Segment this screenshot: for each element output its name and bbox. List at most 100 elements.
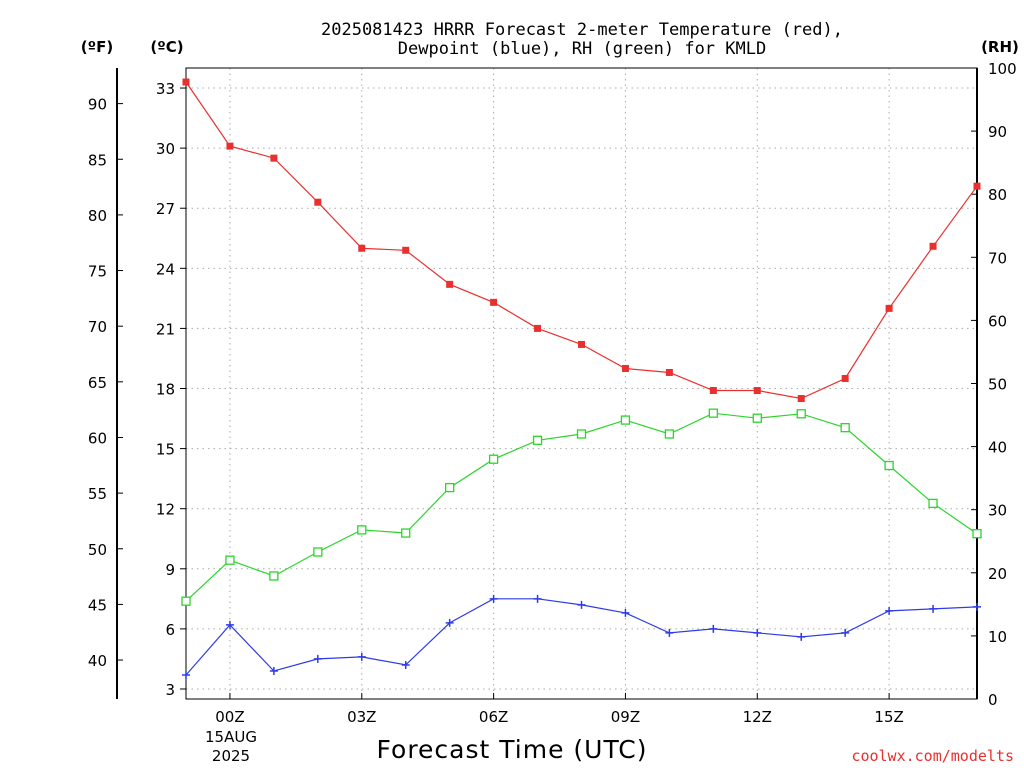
dewpoint-point — [709, 624, 718, 633]
rh-point — [620, 415, 631, 425]
temperature-point — [929, 242, 937, 250]
dewpoint-point — [533, 594, 542, 603]
celsius-tick-label: 33 — [156, 80, 175, 98]
dewpoint-point — [489, 594, 498, 603]
chart-title-line-1: 2025081423 HRRR Forecast 2-meter Tempera… — [321, 20, 843, 40]
fahrenheit-tick-label: 75 — [88, 263, 107, 281]
celsius-tick-label: 6 — [165, 621, 175, 639]
temperature-point — [709, 387, 717, 395]
rh-point — [796, 409, 806, 419]
x-axis-title: Forecast Time (UTC) — [377, 735, 648, 764]
dewpoint-point — [665, 628, 674, 637]
rh-tick-label: 90 — [988, 123, 1007, 141]
fahrenheit-unit-label: (ºF) — [81, 38, 113, 56]
celsius-tick-label: 21 — [156, 320, 175, 338]
celsius-tick-label: 30 — [156, 140, 175, 158]
temperature-point — [402, 246, 410, 254]
temperature-point — [578, 340, 585, 348]
rh-point — [357, 525, 367, 535]
celsius-tick-label: 24 — [156, 260, 175, 278]
dewpoint-point — [182, 670, 190, 679]
rh-line — [185, 412, 978, 602]
rh-point — [269, 571, 279, 581]
dewpoint-point — [621, 608, 630, 617]
temperature-point — [314, 198, 322, 206]
date-label-year: 2025 — [212, 747, 250, 765]
rh-point — [445, 482, 455, 493]
rh-tick-label: 30 — [988, 502, 1007, 520]
rh-point — [532, 435, 543, 445]
dewpoint-point — [313, 654, 322, 663]
dewpoint-line — [185, 598, 978, 676]
source-credit: coolwx.com/modelts — [851, 747, 1014, 765]
rh-unit-label: (RH) — [981, 38, 1019, 56]
fahrenheit-tick-label: 65 — [88, 374, 107, 392]
fahrenheit-tick-label: 70 — [88, 318, 107, 336]
dewpoint-point — [577, 600, 586, 609]
rh-point — [181, 596, 191, 606]
dewpoint-point — [445, 618, 454, 627]
temperature-point — [797, 395, 805, 403]
x-tick-label: 03Z — [347, 708, 376, 726]
rh-tick-label: 20 — [988, 565, 1007, 583]
fahrenheit-tick-label: 40 — [88, 652, 107, 670]
dewpoint-point — [929, 604, 938, 613]
fahrenheit-tick-label: 80 — [88, 207, 107, 225]
fahrenheit-tick-label: 55 — [88, 485, 107, 503]
rh-point — [708, 408, 718, 418]
celsius-tick-label: 18 — [156, 381, 175, 399]
x-tick-label: 12Z — [743, 708, 772, 726]
temperature-point — [841, 374, 849, 382]
chart-title-line-2: Dewpoint (blue), RH (green) for KMLD — [398, 39, 766, 59]
axes: 40 45 50 55 60 65 70 75 80 85 90 3 6 9 12 15 18 21 24 27 30 3… — [88, 60, 1017, 726]
dewpoint-point — [357, 652, 366, 661]
rh-tick-label: 50 — [988, 376, 1007, 394]
dewpoint-point — [797, 632, 806, 641]
rh-point — [972, 529, 982, 539]
rh-point — [884, 460, 894, 471]
celsius-tick-label: 27 — [156, 200, 175, 218]
rh-point — [488, 454, 499, 464]
dewpoint-point — [753, 628, 762, 637]
rh-point — [313, 547, 323, 557]
temperature-point — [270, 154, 278, 162]
temperature-point — [665, 368, 673, 376]
temperature-point — [753, 387, 761, 395]
temperature-point — [885, 304, 893, 312]
x-tick-label: 00Z — [215, 708, 244, 726]
grid-lines — [186, 68, 977, 699]
rh-tick-label: 0 — [988, 691, 998, 709]
dewpoint-point — [841, 628, 850, 637]
celsius-tick-label: 3 — [165, 681, 175, 699]
rh-point — [401, 528, 411, 538]
temperature-line — [185, 81, 978, 400]
temperature-point — [621, 364, 629, 372]
celsius-tick-label: 12 — [156, 501, 175, 519]
temperature-point — [446, 280, 454, 288]
rh-point — [225, 555, 235, 565]
rh-point — [840, 423, 850, 433]
dewpoint-point — [401, 660, 410, 669]
temperature-point — [182, 78, 190, 86]
fahrenheit-tick-label: 85 — [88, 151, 107, 169]
rh-point — [752, 413, 762, 423]
rh-tick-label: 80 — [988, 186, 1007, 204]
fahrenheit-tick-label: 90 — [88, 96, 107, 114]
temperature-point — [534, 324, 542, 332]
x-tick-label: 15Z — [874, 708, 903, 726]
rh-tick-label: 100 — [988, 60, 1017, 78]
fahrenheit-tick-label: 45 — [88, 596, 107, 614]
temperature-point — [226, 142, 234, 150]
x-tick-label: 09Z — [611, 708, 640, 726]
rh-tick-label: 10 — [988, 628, 1007, 646]
dewpoint-point — [885, 606, 894, 615]
rh-tick-label: 70 — [988, 249, 1007, 267]
fahrenheit-tick-label: 60 — [88, 429, 107, 447]
fahrenheit-tick-label: 50 — [88, 541, 107, 559]
celsius-tick-label: 15 — [156, 441, 175, 459]
data-series — [181, 78, 982, 679]
rh-point — [928, 498, 938, 509]
dewpoint-point — [225, 620, 234, 629]
rh-point — [664, 429, 675, 439]
rh-point — [576, 429, 587, 439]
